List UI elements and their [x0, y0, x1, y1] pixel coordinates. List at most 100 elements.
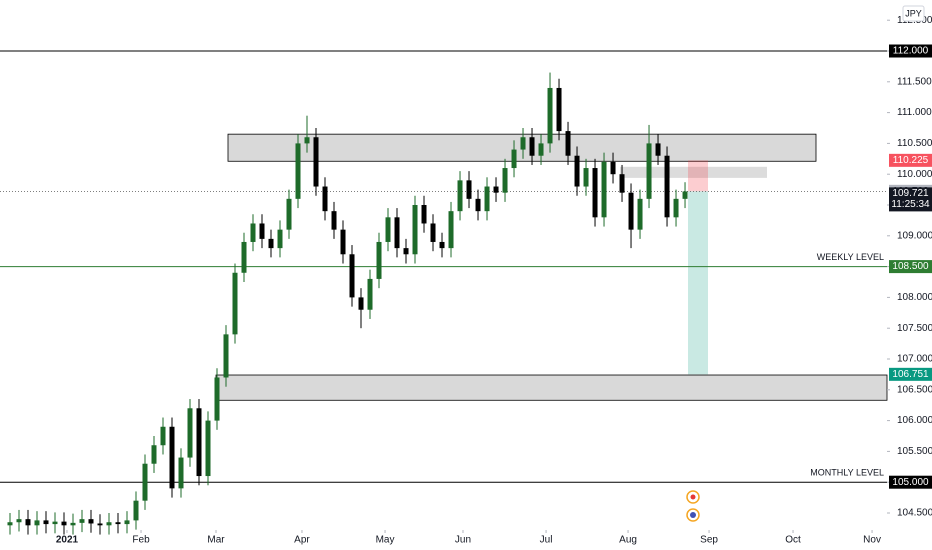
y-tick-label: 108.000: [897, 292, 932, 303]
price-box: [889, 153, 932, 167]
y-tick-label: 107.500: [897, 323, 932, 334]
y-tick-label: 109.000: [897, 230, 932, 241]
candle-body: [88, 519, 94, 524]
candle-body: [511, 149, 517, 169]
candle-body: [421, 205, 427, 224]
candle-body: [331, 211, 337, 230]
candle-body: [439, 241, 445, 249]
price-box-label: 109.721: [892, 188, 929, 199]
currency-box: [902, 5, 925, 22]
candle-body: [277, 229, 283, 249]
price-box-label: 112.000: [893, 46, 929, 57]
candle-body: [7, 522, 13, 526]
candle-body: [133, 500, 139, 521]
candle-body: [187, 408, 193, 458]
target-area: [688, 191, 708, 375]
candle-body: [124, 520, 130, 525]
candle-body: [16, 519, 22, 523]
candle-body: [322, 186, 328, 212]
y-tick-label: 106.000: [897, 415, 932, 426]
candle-body: [34, 520, 40, 526]
x-tick-label: Jun: [455, 535, 471, 546]
candle-body: [628, 192, 634, 230]
candle-body: [25, 519, 31, 526]
x-tick-label: May: [376, 535, 395, 546]
candle-body: [583, 168, 589, 187]
candle-body: [646, 143, 652, 199]
candle-body: [610, 161, 616, 175]
countdown: 11:25:34: [891, 199, 930, 210]
price-box: [889, 44, 932, 58]
price-box: [889, 187, 932, 212]
candle-body: [259, 223, 265, 239]
candle-body: [637, 198, 643, 230]
candle-body: [412, 205, 418, 255]
x-tick-label: Oct: [785, 535, 801, 546]
candle-body: [61, 521, 67, 526]
candle-body: [97, 523, 103, 526]
candle-body: [673, 198, 679, 218]
candle-body: [286, 198, 292, 230]
candle-body: [70, 522, 76, 526]
x-tick-label: 2021: [56, 535, 79, 546]
candle-body: [241, 241, 247, 273]
candle-body: [430, 223, 436, 242]
candle-body: [619, 174, 625, 193]
candle-body: [385, 217, 391, 242]
currency: JPY: [905, 8, 922, 18]
candle-body: [115, 522, 121, 525]
candle-body: [169, 426, 175, 489]
candle-body: [142, 463, 148, 501]
y-tick-label: 105.500: [897, 446, 932, 457]
price-box-label: 108.500: [892, 261, 929, 272]
candle-body: [448, 211, 454, 249]
plot-area: WEEKLY LEVEL MONTHLY LEVEL 2021 Feb Mar Apr Ma…: [0, 50, 888, 546]
y-tick-label: 110.500: [897, 138, 932, 149]
level-text: MONTHLY LEVEL: [810, 468, 884, 478]
stop-area: [688, 160, 708, 192]
candle-body: [592, 168, 598, 218]
x-tick-label: Sep: [700, 535, 718, 546]
y-tick-label: 111.500: [897, 76, 932, 87]
candle-body: [547, 87, 553, 144]
candle-body: [529, 137, 535, 156]
candle-body: [394, 217, 400, 249]
candle-body: [601, 161, 607, 218]
x-tick-label: Jul: [540, 535, 553, 546]
candle-body: [268, 238, 274, 249]
candle-body: [349, 254, 355, 298]
x-tick-label: Feb: [132, 535, 150, 546]
price-box-label: 106.751: [892, 369, 929, 380]
candle-body: [205, 420, 211, 477]
price-box: [889, 475, 932, 489]
candle-body: [475, 198, 481, 212]
candle-body: [340, 229, 346, 255]
candle-body: [232, 272, 238, 335]
candle-body: [358, 297, 364, 310]
candle-body: [664, 155, 670, 218]
candle-body: [52, 521, 58, 525]
candle-body: [79, 519, 85, 523]
candle-body: [151, 445, 157, 464]
candle-body: [484, 186, 490, 212]
candle-body: [214, 377, 220, 421]
candle-body: [160, 426, 166, 446]
candle-body: [457, 180, 463, 212]
price-box-label: 105.000: [892, 477, 929, 488]
y-tick-label: 110.000: [897, 169, 932, 180]
candle-body: [106, 522, 112, 526]
candle-body: [313, 137, 319, 187]
candle-body: [178, 457, 184, 489]
y-tick-label: 104.500: [897, 508, 932, 519]
candle-body: [304, 137, 310, 144]
candle-body: [250, 223, 256, 242]
event-icons: [686, 490, 700, 522]
candle-body: [565, 131, 571, 156]
price-box: [889, 367, 932, 381]
candle-body: [574, 155, 580, 187]
candle-body: [502, 168, 508, 193]
x-tick-label: Nov: [863, 535, 881, 546]
candle-body: [466, 180, 472, 199]
